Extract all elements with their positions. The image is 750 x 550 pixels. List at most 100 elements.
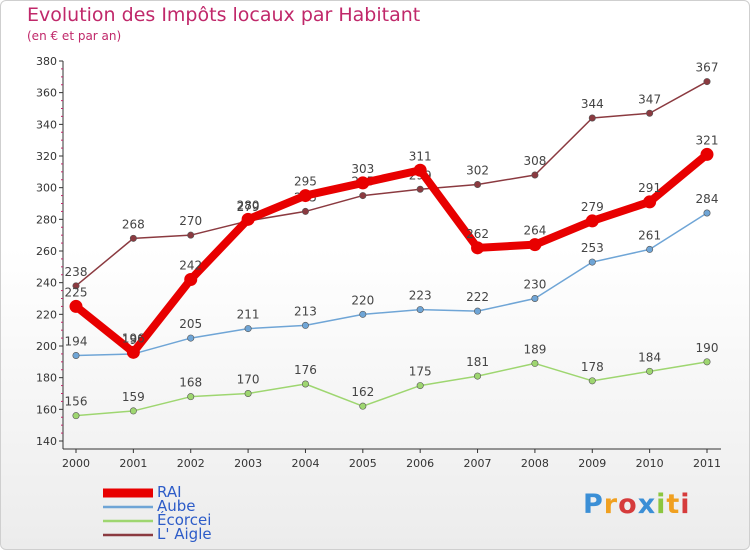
data-label: 230	[523, 278, 546, 292]
data-label: 225	[65, 285, 88, 299]
data-label: 181	[466, 355, 489, 369]
data-point	[643, 195, 657, 209]
series-line-L' Aigle	[75, 80, 708, 287]
data-label: 308	[523, 154, 546, 168]
data-point	[703, 209, 711, 217]
data-label: 220	[351, 293, 374, 307]
data-point	[703, 78, 711, 86]
data-label: 270	[179, 214, 202, 228]
data-label: 175	[409, 365, 432, 379]
x-tick-label: 2011	[693, 457, 721, 470]
data-point	[700, 147, 714, 161]
data-label: 189	[523, 342, 546, 356]
logo-letter: i	[680, 489, 691, 520]
data-label: 280	[237, 198, 260, 212]
data-label: 303	[351, 162, 374, 176]
data-point	[72, 282, 80, 290]
y-tick-label: 280	[36, 213, 57, 226]
data-point	[531, 359, 539, 367]
x-tick-label: 2000	[62, 457, 90, 470]
logo-letter: t	[666, 489, 681, 520]
data-label: 264	[523, 224, 546, 238]
data-point	[184, 273, 198, 286]
data-label: 194	[65, 335, 88, 349]
x-tick-label: 2005	[349, 457, 377, 470]
legend-label: Écorcei	[157, 511, 212, 529]
data-point	[356, 176, 370, 190]
x-tick-label: 2007	[464, 457, 492, 470]
series-line-Aube	[75, 212, 708, 357]
data-point	[72, 351, 80, 359]
data-label: 223	[409, 289, 432, 303]
data-point	[126, 345, 140, 359]
data-point	[703, 358, 711, 366]
data-label: 162	[351, 385, 374, 399]
y-tick-label: 300	[36, 182, 57, 195]
data-point	[416, 185, 424, 193]
data-point	[301, 380, 309, 388]
data-label: 279	[581, 200, 604, 214]
data-point	[72, 412, 80, 420]
logo-letter: P	[583, 489, 604, 520]
proxiti-logo: Proxiti	[583, 489, 691, 520]
data-label: 159	[122, 390, 145, 404]
y-tick-label: 380	[36, 55, 57, 68]
logo-letter: x	[637, 489, 657, 520]
data-label: 211	[237, 308, 260, 322]
data-label: 367	[696, 61, 719, 75]
data-point	[646, 367, 654, 375]
chart-title: Evolution des Impôts locaux par Habitant	[27, 4, 421, 26]
data-label: 168	[179, 376, 202, 390]
legend-label: RAI	[157, 483, 182, 501]
data-label: 184	[638, 350, 661, 364]
data-label: 268	[122, 217, 145, 231]
data-point	[474, 181, 482, 189]
data-point	[129, 234, 137, 242]
data-point	[244, 325, 252, 333]
data-point	[187, 334, 195, 342]
data-point	[646, 245, 654, 253]
x-tick-label: 2004	[291, 457, 319, 470]
data-label: 196	[122, 331, 145, 345]
data-point	[588, 114, 596, 122]
data-point	[531, 294, 539, 302]
data-label: 156	[65, 395, 88, 409]
data-point	[474, 307, 482, 315]
data-point	[588, 377, 596, 385]
x-tick-label: 2009	[578, 457, 606, 470]
data-point	[528, 238, 542, 252]
data-point	[298, 189, 312, 203]
x-tick-label: 2001	[119, 457, 147, 470]
data-point	[359, 310, 367, 318]
data-point	[69, 299, 83, 313]
data-label: 261	[638, 228, 661, 242]
data-point	[416, 306, 424, 314]
data-label: 205	[179, 317, 202, 331]
data-point	[646, 109, 654, 117]
x-tick-label: 2002	[177, 457, 205, 470]
data-point	[244, 389, 252, 397]
y-tick-label: 220	[36, 308, 57, 321]
logo-letter: o	[618, 489, 638, 520]
data-point	[301, 207, 309, 215]
data-label: 262	[466, 227, 489, 241]
y-tick-label: 360	[36, 87, 57, 100]
y-tick-label: 160	[36, 403, 57, 416]
y-tick-label: 240	[36, 277, 57, 290]
data-point	[187, 231, 195, 239]
data-point	[129, 407, 137, 415]
data-point	[301, 321, 309, 329]
data-label: 279	[237, 200, 260, 214]
data-point	[359, 402, 367, 410]
data-point	[187, 393, 195, 401]
data-point	[471, 241, 485, 255]
data-point	[359, 192, 367, 200]
x-tick-label: 2003	[234, 457, 262, 470]
data-label: 238	[65, 265, 88, 279]
data-point	[585, 214, 599, 228]
legend-label: Aube	[157, 497, 196, 515]
data-label: 170	[237, 373, 260, 387]
data-label: 178	[581, 360, 604, 374]
data-label: 190	[696, 341, 719, 355]
data-label: 253	[581, 241, 604, 255]
